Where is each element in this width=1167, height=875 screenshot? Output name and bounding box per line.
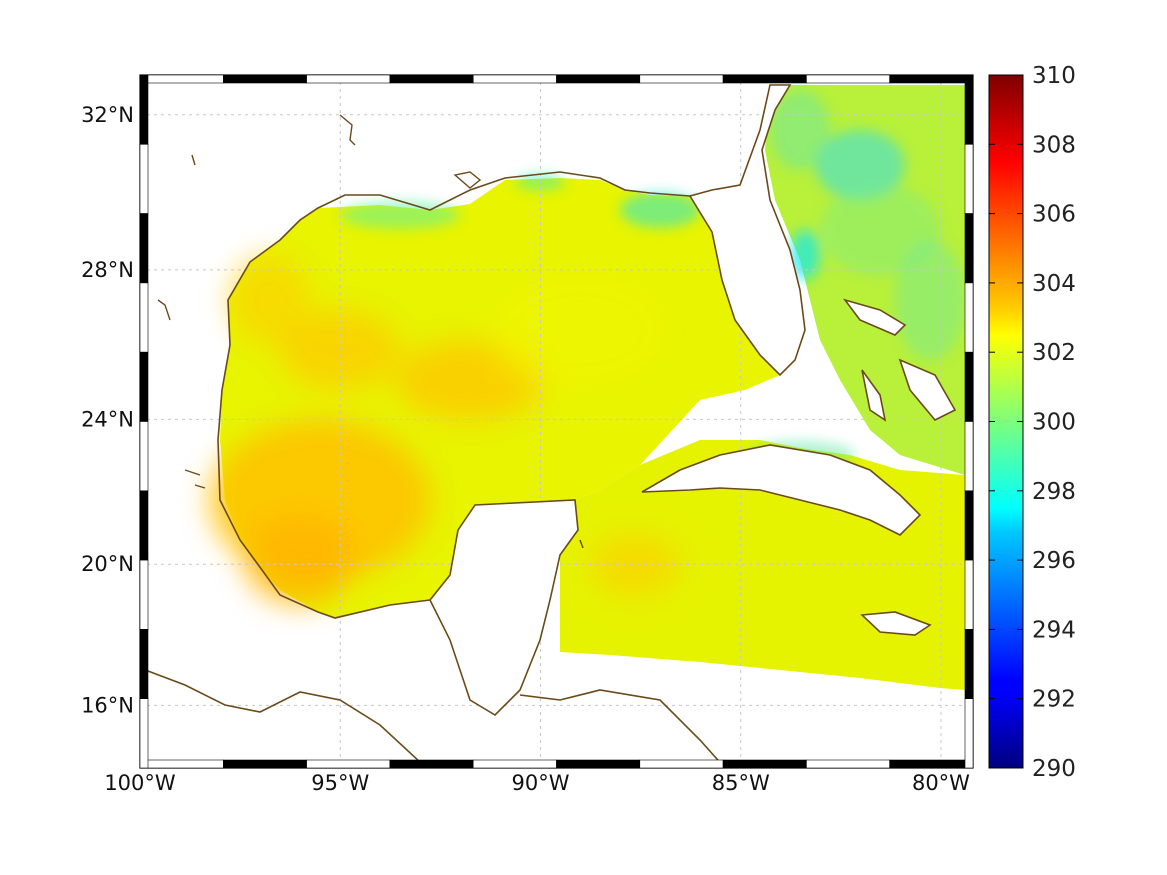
border-segment (139, 74, 224, 84)
y-tick-label: 20°N (81, 552, 134, 576)
border-segment (223, 759, 307, 769)
cuba-coastline (641, 444, 922, 536)
border-segment (139, 490, 149, 561)
border-segment (139, 421, 149, 492)
colorbar-tick-label: 310 (1032, 63, 1076, 89)
y-tick-label: 24°N (81, 407, 134, 431)
colorbar-tick-label: 294 (1032, 617, 1076, 643)
border-segment (964, 351, 974, 422)
colorbar-tick-label: 306 (1032, 202, 1076, 228)
border-segment (964, 629, 974, 700)
colorbar-tick-label: 298 (1032, 479, 1076, 505)
border-segment (964, 144, 974, 214)
border-segment (556, 74, 641, 84)
y-tick-label: 16°N (81, 693, 134, 717)
x-tick-label: 85°W (712, 771, 770, 795)
border-segment (139, 759, 224, 769)
border-segment (722, 74, 807, 84)
colorbar-tick-label: 302 (1032, 340, 1076, 366)
central-america-coastline (140, 667, 726, 768)
x-tick-label: 90°W (511, 771, 569, 795)
x-tick-label: 100°W (104, 771, 176, 795)
bahamas-coastline (842, 298, 907, 336)
border-segment (889, 759, 974, 769)
border-segment (139, 144, 149, 214)
border-segment (139, 282, 149, 353)
border-segment (389, 759, 474, 769)
border-segment (139, 698, 149, 769)
florida-coastline (688, 84, 806, 377)
border-segment (306, 759, 391, 769)
border-segment (139, 351, 149, 422)
border-segment (964, 213, 974, 284)
border-segment (389, 74, 474, 84)
jamaica-coastline (860, 611, 932, 636)
border-segment (964, 421, 974, 492)
y-tick-label: 28°N (81, 258, 134, 282)
colorbar-tick-label: 296 (1032, 548, 1076, 574)
colorbar-tick-label: 292 (1032, 687, 1076, 713)
colorbar-tick-labels: 290 292 294 296 298 300 302 304 306 308 310 (989, 63, 1076, 782)
border-segment (639, 759, 724, 769)
map-border (139, 74, 974, 769)
colorbar-tick-label: 290 (1032, 756, 1076, 782)
border-segment (223, 74, 307, 84)
border-segment (472, 74, 557, 84)
coastlines (429, 84, 957, 717)
colorbar: 290 292 294 296 298 300 302 304 306 308 310 (988, 63, 1076, 782)
x-tick-labels: 100°W 95°W 90°W 85°W 80°W (104, 771, 970, 795)
x-tick-label: 80°W (912, 771, 970, 795)
border-segment (964, 698, 974, 769)
border-segment (139, 213, 149, 284)
border-segment (964, 559, 974, 630)
colorbar-tick-label: 304 (1032, 271, 1076, 297)
border-segment (139, 559, 149, 630)
border-segment (722, 759, 807, 769)
border-segment (139, 629, 149, 700)
colorbar-tick-label: 308 (1032, 132, 1076, 158)
border-segment (964, 74, 974, 145)
border-segment (964, 490, 974, 561)
border-segment (964, 282, 974, 353)
border-segment (806, 74, 891, 84)
y-tick-label: 32°N (81, 103, 134, 127)
border-segment (306, 74, 391, 84)
y-tick-labels: 16°N 20°N 24°N 28°N 32°N (81, 103, 134, 718)
border-segment (806, 759, 891, 769)
map-grid (140, 75, 973, 768)
border-segment (472, 759, 557, 769)
small-islands (157, 114, 584, 549)
border-segment (639, 74, 724, 84)
yucatan-coastline (429, 499, 579, 717)
border-segment (139, 74, 149, 145)
gulf-coastline (217, 171, 691, 619)
border-segment (556, 759, 641, 769)
border-segment (889, 74, 974, 84)
colorbar-tick-label: 300 (1032, 410, 1076, 436)
x-tick-label: 95°W (311, 771, 369, 795)
